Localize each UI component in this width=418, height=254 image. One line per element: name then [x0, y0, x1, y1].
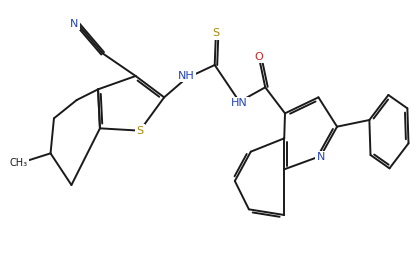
Text: N: N	[316, 152, 325, 162]
Text: N: N	[70, 19, 78, 29]
Text: HN: HN	[231, 98, 248, 108]
Text: NH: NH	[178, 71, 194, 81]
Text: S: S	[212, 28, 219, 38]
Text: CH₃: CH₃	[9, 158, 27, 168]
Text: O: O	[255, 52, 263, 62]
Text: CH₃: CH₃	[9, 158, 27, 168]
Text: NH: NH	[178, 72, 194, 82]
Text: S: S	[136, 126, 143, 136]
Text: S: S	[212, 28, 219, 38]
Text: O: O	[255, 52, 263, 62]
Text: N: N	[316, 152, 325, 162]
Text: N: N	[70, 19, 78, 29]
Text: S: S	[136, 126, 143, 136]
Text: HN: HN	[231, 98, 248, 108]
